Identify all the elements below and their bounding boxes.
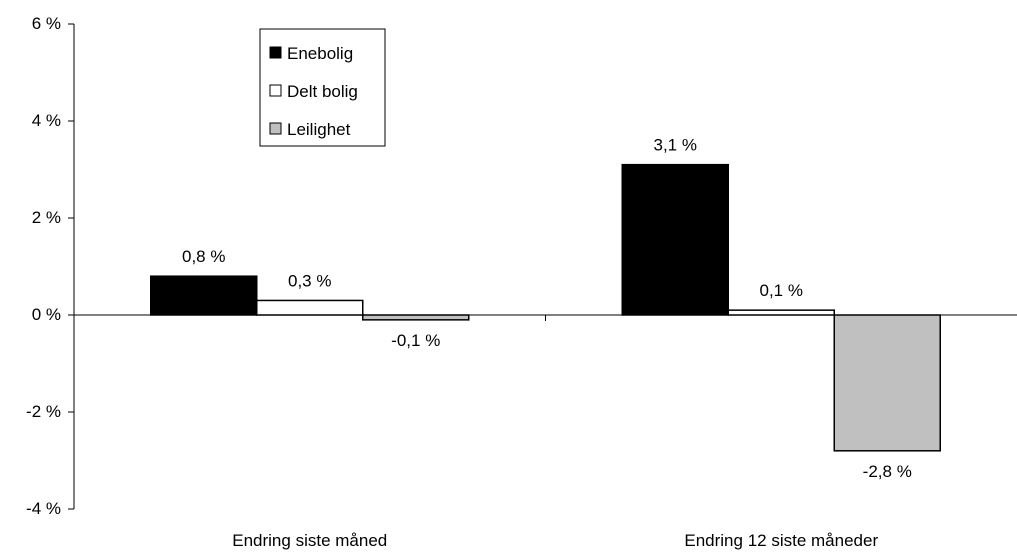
bar	[621, 163, 729, 316]
legend-label: Enebolig	[287, 44, 353, 63]
data-label: 3,1 %	[654, 136, 697, 155]
bar	[727, 309, 835, 316]
legend: Enebolig Delt bolig Leilighet	[259, 28, 386, 147]
y-tick-label: -2 %	[26, 402, 61, 421]
data-label: -2,8 %	[863, 462, 912, 481]
x-category-label: Endring 12 siste måneder	[684, 531, 878, 550]
x-category-label: Endring siste måned	[232, 531, 387, 550]
y-tick-label: 6 %	[32, 14, 61, 33]
legend-label: Delt bolig	[287, 82, 358, 101]
y-tick-label: 0 %	[32, 305, 61, 324]
data-label: 0,8 %	[182, 247, 225, 266]
legend-label: Leilighet	[287, 120, 351, 139]
data-label: -0,1 %	[391, 331, 440, 350]
data-label: 0,3 %	[288, 271, 331, 290]
legend-swatch	[269, 46, 282, 59]
y-tick-label: 4 %	[32, 111, 61, 130]
y-tick-label: -4 %	[26, 499, 61, 518]
y-tick-label: 2 %	[32, 208, 61, 227]
bar	[150, 275, 258, 316]
bar	[256, 299, 364, 316]
data-label: 0,1 %	[760, 281, 803, 300]
bar	[362, 314, 470, 321]
bar	[833, 314, 941, 452]
legend-swatch	[269, 84, 282, 97]
legend-swatch	[269, 122, 282, 135]
